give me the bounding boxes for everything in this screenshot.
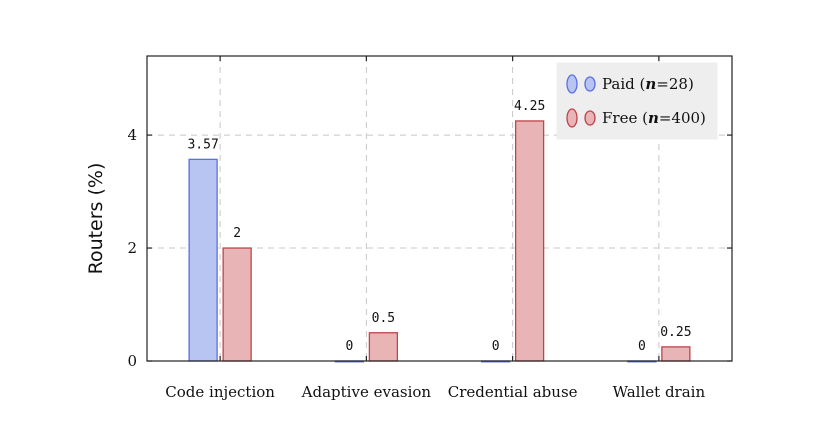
bar <box>661 346 691 362</box>
data-label: 4.25 <box>514 99 545 114</box>
bar <box>188 158 218 362</box>
data-label: 0.25 <box>660 325 691 340</box>
y-tick-label: 0 <box>127 352 137 370</box>
legend-label: Paid (n=28) <box>602 75 694 93</box>
data-label: 3.57 <box>187 137 218 152</box>
x-tick-label: Adaptive evasion <box>301 383 432 401</box>
x-tick-label: Wallet drain <box>613 383 706 401</box>
plot-frame <box>146 55 733 362</box>
data-labels: 3.57 0 0 0 2 0.5 4.25 0.25 <box>187 99 691 354</box>
data-label: 0 <box>345 339 353 354</box>
legend-box <box>556 62 718 140</box>
bar <box>368 332 399 362</box>
legend-label: Free (n=400) <box>602 109 706 127</box>
legend-swatch <box>584 76 596 92</box>
y-tick-label: 2 <box>127 239 137 257</box>
y-axis-title: Routers (%) <box>85 163 107 275</box>
x-tick-label: Code injection <box>165 383 275 401</box>
legend-swatch <box>566 74 578 94</box>
legend: Paid (n=28) Free (n=400) <box>556 62 718 140</box>
x-tick-label: Credential abuse <box>448 383 578 401</box>
legend-swatch <box>584 110 596 126</box>
data-label: 0 <box>492 339 500 354</box>
legend-swatch <box>566 108 578 128</box>
bar <box>222 247 252 362</box>
bars <box>188 120 691 363</box>
axis-ticks: 0 2 4 Code injection Adaptive evasion Credent… <box>127 56 732 401</box>
data-label: 0.5 <box>372 311 395 326</box>
data-label: 2 <box>233 226 241 241</box>
data-label: 0 <box>638 339 646 354</box>
bar <box>514 120 545 362</box>
y-tick-label: 4 <box>127 126 137 144</box>
